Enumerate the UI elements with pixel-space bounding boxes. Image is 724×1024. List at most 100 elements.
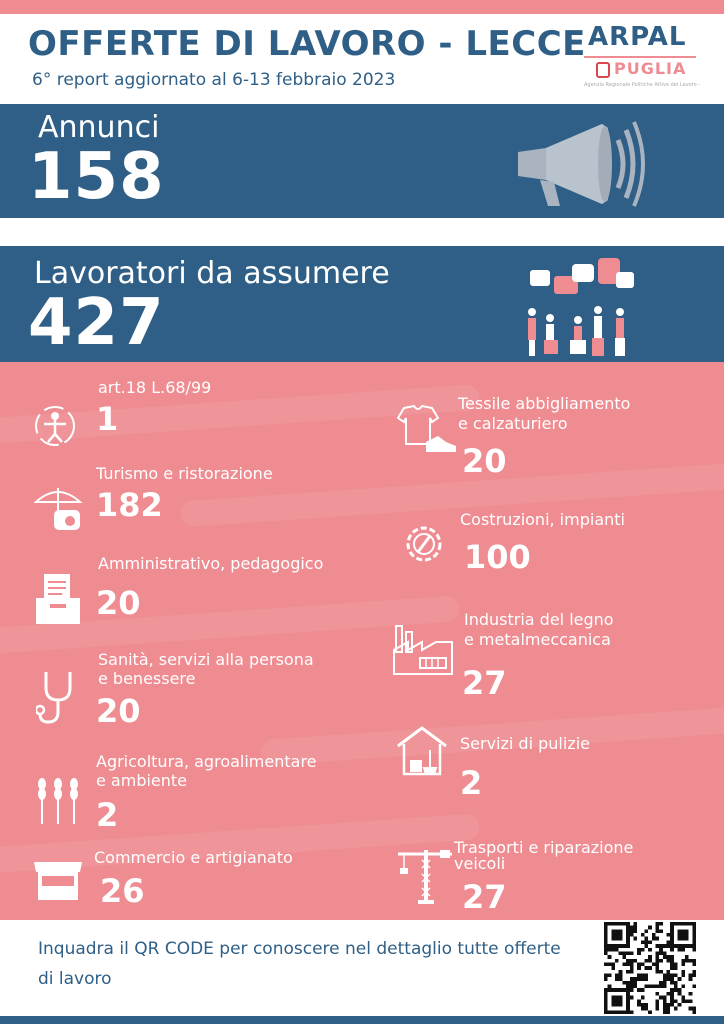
logo-caption: Agenzia Regionale Politiche Attive del L… [584, 82, 700, 88]
qr-module [618, 1002, 623, 1007]
qr-module [692, 1006, 696, 1011]
qr-module [618, 933, 623, 937]
qr-module [688, 922, 693, 926]
qr-module [692, 929, 696, 934]
qr-module [615, 973, 619, 978]
sector-label: Servizi di pulizie [460, 734, 590, 753]
qr-module [670, 929, 674, 934]
qr-module [629, 995, 634, 1000]
qr-module [629, 966, 634, 970]
qr-module [618, 999, 623, 1003]
qr-module [633, 922, 638, 926]
qr-module [659, 980, 663, 985]
qr-module [637, 999, 641, 1003]
qr-module [604, 940, 608, 945]
qr-module [604, 944, 608, 948]
qr-module [692, 1010, 696, 1014]
qr-module [626, 999, 630, 1003]
qr-module [640, 995, 645, 1000]
qr-module [670, 988, 674, 992]
qr-module [622, 951, 627, 956]
megaphone-icon [518, 121, 645, 207]
qr-module [626, 1002, 630, 1007]
qr-module [677, 929, 682, 934]
qr-module [648, 925, 652, 930]
qr-module [615, 995, 619, 1000]
qr-module [629, 933, 634, 937]
qr-module [618, 951, 623, 956]
qr-module [648, 955, 652, 959]
qr-module [670, 936, 674, 941]
qr-module [659, 947, 663, 952]
qr-module [611, 999, 616, 1003]
qr-module [640, 988, 645, 992]
qr-module [662, 944, 667, 948]
qr-module [629, 984, 634, 989]
qr-module [611, 929, 616, 934]
document-tray-icon [36, 574, 80, 624]
qr-module [670, 991, 674, 996]
sector-label: Tessile abbigliamento [458, 394, 631, 413]
qr-module [659, 984, 663, 989]
qr-module [604, 991, 608, 996]
qr-module [651, 984, 656, 989]
qr-module [648, 940, 652, 945]
sector-label-line2: e benessere [98, 669, 196, 688]
sector-label-line2: e calzaturiero [458, 414, 568, 433]
qr-module [681, 922, 685, 926]
qr-module [611, 988, 616, 992]
qr-module [670, 933, 674, 937]
qr-module [615, 1010, 619, 1014]
qr-module [615, 933, 619, 937]
qr-module [604, 1006, 608, 1011]
qr-module [626, 958, 630, 963]
qr-module [662, 1010, 667, 1014]
gear-wrench-icon [406, 526, 442, 562]
qr-module [670, 1002, 674, 1007]
qr-module [692, 933, 696, 937]
qr-module [670, 980, 674, 985]
qr-module [626, 984, 630, 989]
qr-module [659, 969, 663, 974]
qr-module [681, 999, 685, 1003]
qr-module [655, 969, 660, 974]
qr-module [662, 984, 667, 989]
qr-module [655, 958, 660, 963]
qr-module [633, 925, 638, 930]
qr-module [615, 944, 619, 948]
qr-module [673, 999, 678, 1003]
qr-module [626, 940, 630, 945]
sector-label: Commercio e artigianato [94, 848, 293, 867]
qr-module [618, 973, 623, 978]
sector-value: 20 [96, 692, 141, 730]
qr-module [629, 958, 634, 963]
stethoscope-icon [36, 672, 72, 724]
qr-module [692, 958, 696, 963]
qr-module [604, 933, 608, 937]
qr-module [640, 973, 645, 978]
qr-module [692, 973, 696, 978]
qr-module [633, 980, 638, 985]
qr-module [604, 951, 608, 956]
qr-module [622, 962, 627, 967]
qr-module [677, 988, 682, 992]
qr-module [662, 973, 667, 978]
factory-icon [393, 625, 453, 675]
qr-code[interactable] [604, 922, 696, 1014]
qr-module [670, 962, 674, 967]
qr-module [611, 947, 616, 952]
sector-label-line2: e ambiente [96, 771, 188, 790]
sector-value: 26 [100, 872, 145, 910]
qr-module [629, 929, 634, 934]
annunci-band: Annunci 158 [0, 104, 724, 218]
logo-top-text: ARPAL [588, 22, 687, 52]
qr-module [626, 995, 630, 1000]
qr-module [622, 980, 627, 985]
qr-module [644, 984, 649, 989]
qr-module [607, 962, 612, 967]
qr-module [655, 955, 660, 959]
qr-module [644, 966, 649, 970]
qr-module [666, 940, 671, 945]
qr-module [681, 969, 685, 974]
qr-module [607, 988, 612, 992]
